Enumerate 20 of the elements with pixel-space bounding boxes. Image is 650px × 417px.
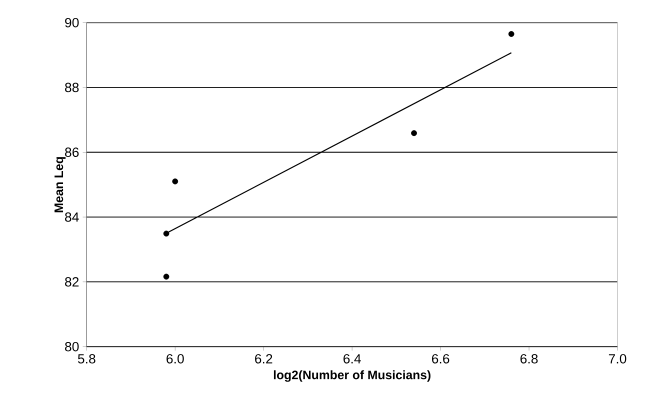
point <box>411 130 417 136</box>
y-tick-label: 82 <box>65 277 79 287</box>
point <box>163 274 170 280</box>
x-tick-label: 6.6 <box>432 354 450 364</box>
point <box>508 31 514 38</box>
y-tick-label: 90 <box>65 18 79 28</box>
x-tick-label: 6.4 <box>344 354 361 364</box>
y-tick-label: 88 <box>65 82 79 92</box>
x-tick-label: 6.2 <box>255 354 272 364</box>
x-tick-label: 6.0 <box>166 354 184 364</box>
y-axis-title: Mean Leq <box>54 157 66 212</box>
x-tick-label: 5.8 <box>78 354 96 364</box>
y-tick-label: 84 <box>65 212 79 222</box>
x-axis-title: log2(Number of Musicians) <box>274 370 430 382</box>
x-tick-label: 6.8 <box>520 354 538 364</box>
point <box>172 178 178 185</box>
y-tick-label: 86 <box>65 148 79 158</box>
point <box>163 230 170 237</box>
x-tick-label: 7.0 <box>608 354 626 364</box>
y-tick-label: 80 <box>65 342 79 352</box>
